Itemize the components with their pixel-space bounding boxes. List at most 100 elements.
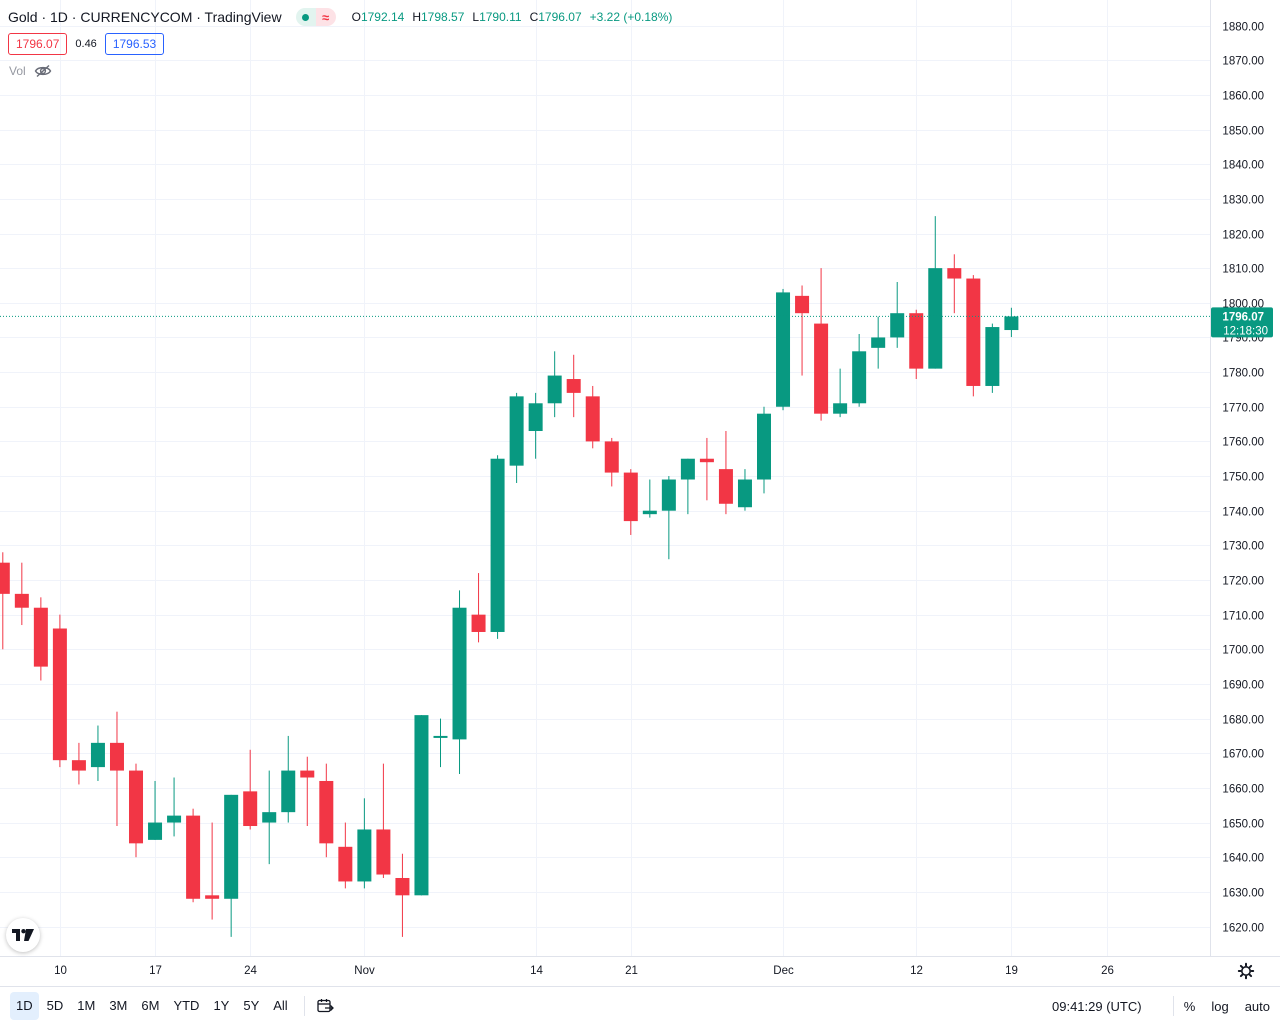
bid-ask-row: 1796.07 0.46 1796.53	[8, 33, 165, 55]
candle	[433, 718, 448, 768]
y-tick-label: 1630.00	[1222, 888, 1264, 900]
low-value: 1790.11	[479, 10, 522, 24]
candle	[966, 275, 981, 397]
market-status-pill[interactable]: ≈	[295, 8, 336, 26]
candle-body	[566, 379, 581, 393]
candle-body	[357, 829, 372, 882]
x-tick-label: Dec	[773, 965, 794, 977]
open-key: O	[351, 10, 361, 24]
x-tick-label: Nov	[354, 965, 375, 977]
range-button-1d[interactable]: 1D	[10, 991, 39, 1020]
calendar-goto-icon[interactable]	[315, 996, 335, 1016]
candle	[985, 323, 1000, 393]
range-button-all[interactable]: All	[273, 998, 288, 1013]
candle	[718, 431, 733, 515]
candle-body	[205, 895, 220, 899]
symbol-title[interactable]: Gold · 1D · CURRENCYCOM · TradingView	[8, 9, 282, 25]
candlestick-series	[0, 216, 1019, 937]
candle-body	[814, 323, 829, 414]
candle-body	[871, 337, 886, 348]
y-tick-label: 1720.00	[1222, 576, 1264, 588]
candle	[528, 392, 543, 459]
y-tick-label: 1690.00	[1222, 680, 1264, 692]
candle-body	[528, 403, 543, 432]
candle-body	[699, 458, 714, 463]
candle-body	[795, 295, 810, 314]
change-value: +3.22 (+0.18%)	[589, 10, 673, 24]
candle-body	[585, 396, 600, 442]
log-scale-toggle[interactable]: log	[1211, 998, 1229, 1014]
volume-indicator[interactable]: Vol	[9, 64, 52, 78]
candle-body	[776, 292, 791, 407]
candle	[947, 254, 962, 314]
y-tick-label: 1880.00	[1222, 22, 1264, 34]
candle-body	[661, 479, 676, 511]
candle	[928, 216, 943, 369]
high-value: 1798.57	[421, 10, 465, 24]
candle-body	[319, 780, 334, 844]
candle	[871, 316, 886, 369]
candle-body	[52, 628, 67, 761]
candle-body	[452, 607, 467, 740]
percent-scale-toggle[interactable]: %	[1183, 998, 1196, 1014]
range-button-5d[interactable]: 5D	[46, 998, 64, 1013]
tradingview-logo-icon[interactable]	[6, 918, 40, 952]
spread-value: 0.46	[75, 38, 97, 50]
candle-body	[414, 715, 429, 896]
x-tick-label: 17	[149, 965, 162, 977]
range-button-ytd[interactable]: YTD	[173, 998, 200, 1013]
y-tick-label: 1870.00	[1222, 56, 1264, 68]
candle	[300, 756, 315, 827]
gear-icon[interactable]	[1237, 962, 1255, 980]
bid-price[interactable]: 1796.07	[8, 33, 68, 55]
candle	[129, 763, 144, 858]
bottom-toolbar: 1D 5D 1M 3M 6M YTD 1Y 5Y All 09:41:29 (UTC) % lo…	[0, 986, 1280, 1024]
candle	[814, 268, 829, 421]
candle	[623, 469, 638, 535]
candle	[852, 333, 867, 407]
candle-body	[909, 313, 924, 369]
range-button-6m[interactable]: 6M	[141, 998, 160, 1013]
eye-crossed-icon[interactable]	[34, 64, 52, 78]
date-range-buttons: 1D 5D 1M 3M 6M YTD 1Y 5Y All	[8, 991, 294, 1020]
candle-body	[490, 458, 505, 632]
candle	[909, 309, 924, 380]
x-tick-label: 12	[910, 965, 923, 977]
candle-body	[90, 742, 105, 768]
candle	[357, 798, 372, 889]
candle	[642, 479, 657, 518]
y-tick-label: 1650.00	[1222, 819, 1264, 831]
candle-body	[14, 593, 29, 608]
y-tick-label: 1730.00	[1222, 541, 1264, 553]
auto-scale-toggle[interactable]: auto	[1244, 998, 1270, 1014]
x-tick-label: 26	[1101, 965, 1114, 977]
range-button-1m[interactable]: 1M	[77, 998, 96, 1013]
candle	[319, 763, 334, 858]
candle-body	[71, 760, 86, 771]
y-tick-label: 1760.00	[1222, 437, 1264, 449]
y-tick-label: 1820.00	[1222, 230, 1264, 242]
range-button-1y[interactable]: 1Y	[213, 998, 230, 1013]
candle	[52, 614, 67, 768]
range-button-3m[interactable]: 3M	[109, 998, 128, 1013]
candle-body	[604, 441, 619, 473]
candle	[737, 469, 752, 511]
candle	[414, 715, 429, 896]
time-axis[interactable]: 10 17 24 Nov 14 21 Dec 12 19 26	[54, 965, 1114, 977]
market-open-icon	[295, 8, 316, 26]
toolbar-divider	[303, 995, 305, 1016]
candle-body	[376, 829, 391, 875]
candle	[376, 763, 391, 878]
candle	[90, 725, 105, 781]
utc-clock[interactable]: 09:41:29 (UTC)	[1052, 998, 1142, 1014]
range-button-5y[interactable]: 5Y	[243, 998, 260, 1013]
candle-body	[395, 877, 410, 896]
candle	[757, 406, 771, 494]
price-axis[interactable]: 1620.00 1630.00 1640.00 1650.00 1660.00 1670.…	[1222, 22, 1264, 935]
candle-body	[623, 472, 638, 522]
price-chart[interactable]: 1620.00 1630.00 1640.00 1650.00 1660.00 1670.…	[0, 0, 1280, 986]
x-tick-label: 14	[530, 965, 543, 977]
ask-price[interactable]: 1796.53	[104, 33, 165, 55]
chart-legend: Gold · 1D · CURRENCYCOM · TradingView ≈ …	[8, 7, 672, 27]
candle-body	[947, 268, 962, 279]
